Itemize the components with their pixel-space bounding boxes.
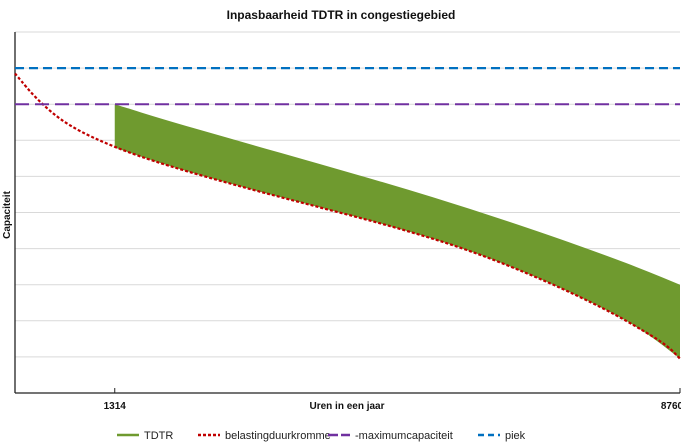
legend-label-maximumcapaciteit: -maximumcapaciteit <box>355 430 453 442</box>
x-tick-label: 8760 <box>661 401 681 412</box>
x-tick-label: 1314 <box>104 401 127 412</box>
chart-title: Inpasbaarheid TDTR in congestiegebied <box>227 8 456 22</box>
legend-label-belastingduurkromme: belastingduurkromme <box>225 430 331 442</box>
belastingduurkromme-line <box>14 72 681 360</box>
tdtr-band <box>114 104 680 359</box>
legend-label-TDTR: TDTR <box>144 430 173 442</box>
legend: TDTR belastingduurkromme -maximumcapacitei… <box>117 430 526 442</box>
legend-label-piek: piek <box>505 430 526 442</box>
y-axis-label: Capaciteit <box>2 190 13 238</box>
x-axis-label: Uren in een jaar <box>309 401 384 412</box>
